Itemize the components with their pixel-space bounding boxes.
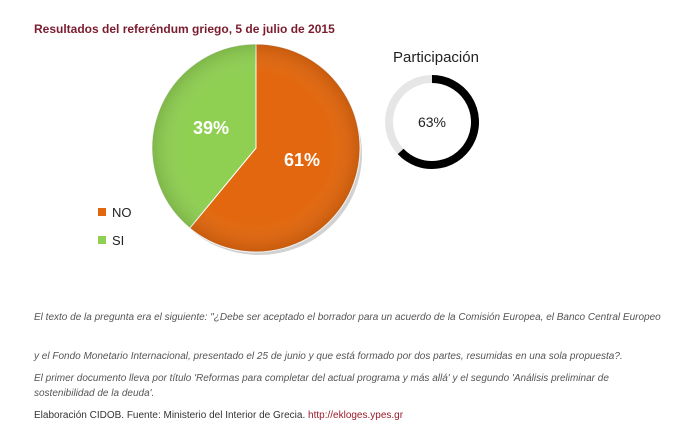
participation-arc <box>397 75 479 169</box>
legend-label-si: SI <box>112 233 124 248</box>
pie-label-no: 61% <box>284 150 320 170</box>
source-link[interactable]: http://ekloges.ypes.gr <box>308 410 404 421</box>
legend-label-no: NO <box>112 205 132 220</box>
legend-swatch-si <box>98 236 106 244</box>
chart-title: Resultados del referéndum griego, 5 de j… <box>34 22 335 36</box>
source-credit-text: Elaboración CIDOB. Fuente: Ministerio de… <box>34 410 306 421</box>
source-credit: Elaboración CIDOB. Fuente: Ministerio de… <box>34 410 403 421</box>
chart-area: 61% 39% NO SI Participación 63% <box>98 43 479 255</box>
participation-value: 63% <box>418 114 446 130</box>
participation-title: Participación <box>393 49 479 66</box>
question-text-2: y el Fondo Monetario Internacional, pres… <box>34 351 623 362</box>
documents-text: El primer documento lleva por título 'Re… <box>34 373 609 399</box>
pie-label-si: 39% <box>193 118 229 138</box>
question-text-1: El texto de la pregunta era el siguiente… <box>34 312 661 323</box>
legend-swatch-no <box>98 208 106 216</box>
